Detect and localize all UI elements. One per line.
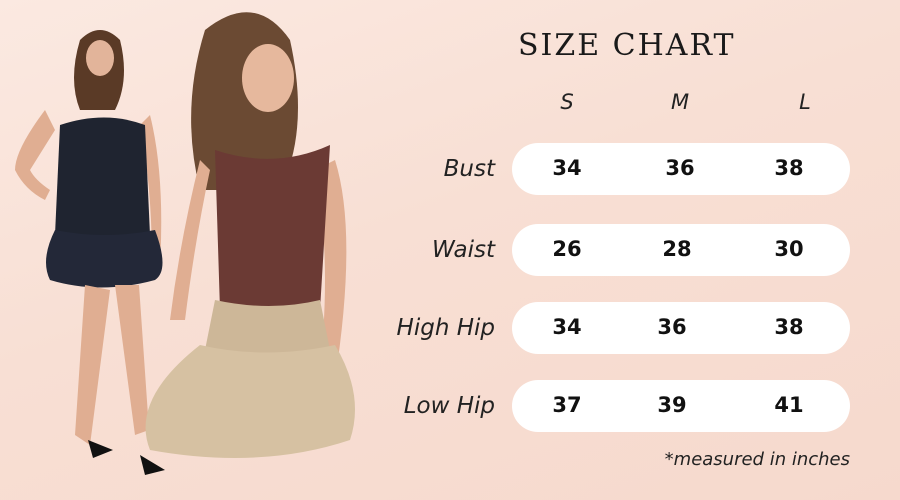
value-m: 36 <box>665 156 695 180</box>
value-s: 34 <box>552 156 582 180</box>
column-header-l: L <box>799 90 811 114</box>
value-s: 34 <box>552 315 582 339</box>
value-s: 26 <box>552 237 582 261</box>
model-photos <box>15 12 355 475</box>
value-m: 28 <box>662 237 692 261</box>
value-l: 41 <box>774 393 804 417</box>
value-s: 37 <box>552 393 582 417</box>
model-brown-top-beige-skirt <box>145 12 355 458</box>
column-header-s: S <box>560 90 574 114</box>
row-label: Bust <box>443 156 495 182</box>
row-label: Low Hip <box>403 393 495 419</box>
model-black-dress <box>15 30 165 475</box>
column-header-m: M <box>670 90 690 114</box>
value-l: 38 <box>774 315 804 339</box>
measurement-footnote: *measured in inches <box>664 449 850 470</box>
row-label: High Hip <box>396 315 495 341</box>
row-values: 34 36 38 <box>512 143 850 195</box>
row-values: 34 36 38 <box>512 302 850 354</box>
row-values: 26 28 30 <box>512 224 850 276</box>
value-m: 39 <box>657 393 687 417</box>
chart-title: SIZE CHART <box>518 28 736 63</box>
value-l: 38 <box>774 156 804 180</box>
value-l: 30 <box>774 237 804 261</box>
row-values: 37 39 41 <box>512 380 850 432</box>
value-m: 36 <box>657 315 687 339</box>
row-label: Waist <box>432 237 495 263</box>
